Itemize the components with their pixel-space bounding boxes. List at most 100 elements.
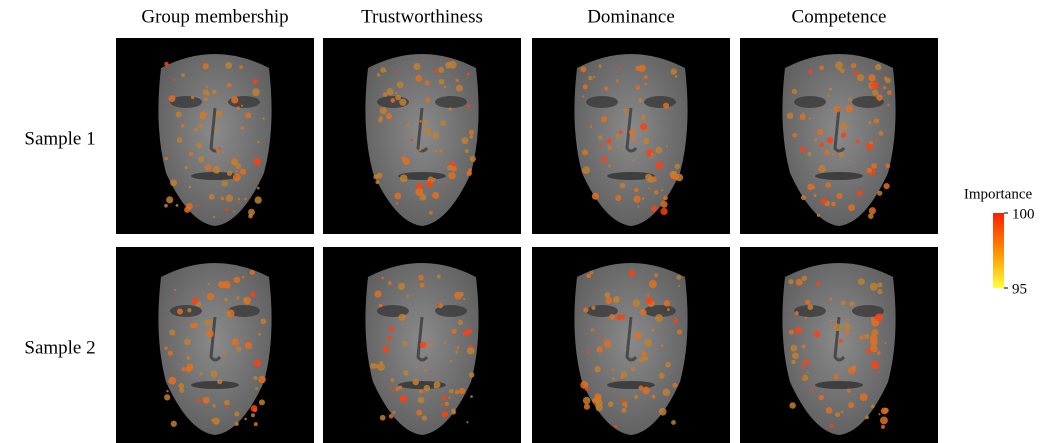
importance-spot (192, 298, 198, 304)
importance-spot (621, 408, 626, 413)
importance-spot (422, 416, 427, 421)
importance-spot (583, 307, 588, 312)
importance-spot (181, 73, 185, 77)
importance-spot (644, 339, 652, 347)
importance-spot (616, 79, 619, 82)
importance-spot (227, 285, 230, 288)
importance-spot (255, 196, 262, 203)
importance-spot (827, 95, 830, 98)
importance-spot (582, 149, 588, 155)
importance-spot (638, 98, 642, 102)
importance-spot (802, 276, 807, 281)
importance-spot (395, 70, 397, 72)
importance-spot (608, 146, 612, 150)
importance-spot (426, 181, 433, 188)
importance-spot (661, 189, 663, 191)
importance-spot (204, 97, 208, 101)
importance-spot (456, 85, 463, 92)
importance-spot (461, 137, 468, 144)
importance-spot (654, 273, 658, 277)
importance-spot (222, 180, 228, 186)
importance-spot (449, 389, 454, 394)
face-panel (532, 247, 730, 443)
importance-spot (851, 63, 856, 68)
importance-spot (615, 195, 621, 201)
importance-spot (841, 132, 846, 137)
importance-spot (448, 172, 455, 179)
importance-spot (374, 291, 381, 298)
importance-spot (258, 333, 261, 336)
importance-spot (254, 158, 262, 166)
importance-spot (395, 92, 397, 94)
importance-spot (885, 78, 891, 84)
importance-spot (186, 356, 190, 360)
importance-spot (640, 309, 647, 316)
importance-spot (231, 338, 239, 346)
importance-spot (164, 394, 170, 400)
importance-spot (429, 211, 433, 215)
importance-spot (251, 413, 255, 417)
importance-spot (242, 276, 245, 279)
importance-spot (176, 111, 182, 117)
importance-spot (583, 397, 591, 405)
row-label: Sample 2 (24, 337, 95, 358)
importance-spot (239, 65, 243, 69)
importance-spot (221, 197, 225, 201)
importance-spot (809, 117, 811, 119)
importance-spot (254, 359, 261, 366)
importance-spot (469, 130, 474, 135)
importance-spot (662, 389, 670, 397)
importance-spot (386, 113, 392, 119)
importance-spot (434, 69, 438, 73)
importance-spot (415, 366, 417, 368)
importance-spot (807, 304, 813, 310)
importance-spot (623, 109, 627, 113)
importance-spot (671, 173, 677, 179)
importance-spot (677, 329, 682, 334)
importance-spot (883, 183, 889, 189)
importance-spot (858, 278, 865, 285)
importance-spot (819, 65, 824, 70)
importance-spot (470, 395, 473, 398)
row-label: Sample 1 (24, 128, 95, 149)
colorbar-tick-label: 95 (1012, 281, 1027, 297)
importance-spot (885, 164, 890, 169)
importance-spot (631, 137, 635, 141)
importance-spot (248, 214, 253, 219)
importance-spot (848, 204, 855, 211)
importance-spot (177, 309, 183, 315)
importance-spot (652, 329, 655, 332)
face-panel (740, 38, 938, 234)
importance-spot (451, 410, 456, 415)
importance-spot (841, 411, 844, 414)
importance-spot (848, 160, 850, 162)
importance-spot (381, 277, 383, 279)
importance-spot (859, 335, 864, 340)
importance-spot (399, 314, 406, 321)
importance-spot (846, 105, 853, 112)
importance-spot (877, 282, 882, 287)
importance-spot (401, 156, 406, 161)
importance-spot (644, 83, 647, 86)
importance-spot (213, 166, 221, 174)
importance-spot (176, 204, 179, 207)
importance-spot (864, 334, 870, 340)
importance-spot (235, 422, 239, 426)
importance-spot (845, 330, 849, 334)
importance-spot (387, 88, 394, 95)
importance-spot (197, 398, 201, 402)
importance-spot (803, 359, 809, 365)
importance-spot (238, 198, 240, 200)
face-panel (116, 247, 314, 443)
importance-spot (198, 156, 204, 162)
importance-spot (634, 188, 639, 193)
importance-spot (217, 379, 222, 384)
importance-spot (207, 293, 214, 300)
importance-spot (437, 303, 440, 306)
importance-spot (205, 164, 212, 171)
importance-spot (849, 301, 854, 306)
importance-spot (640, 123, 647, 130)
importance-spot (245, 112, 251, 118)
importance-spot (418, 397, 425, 404)
importance-spot (457, 346, 460, 349)
